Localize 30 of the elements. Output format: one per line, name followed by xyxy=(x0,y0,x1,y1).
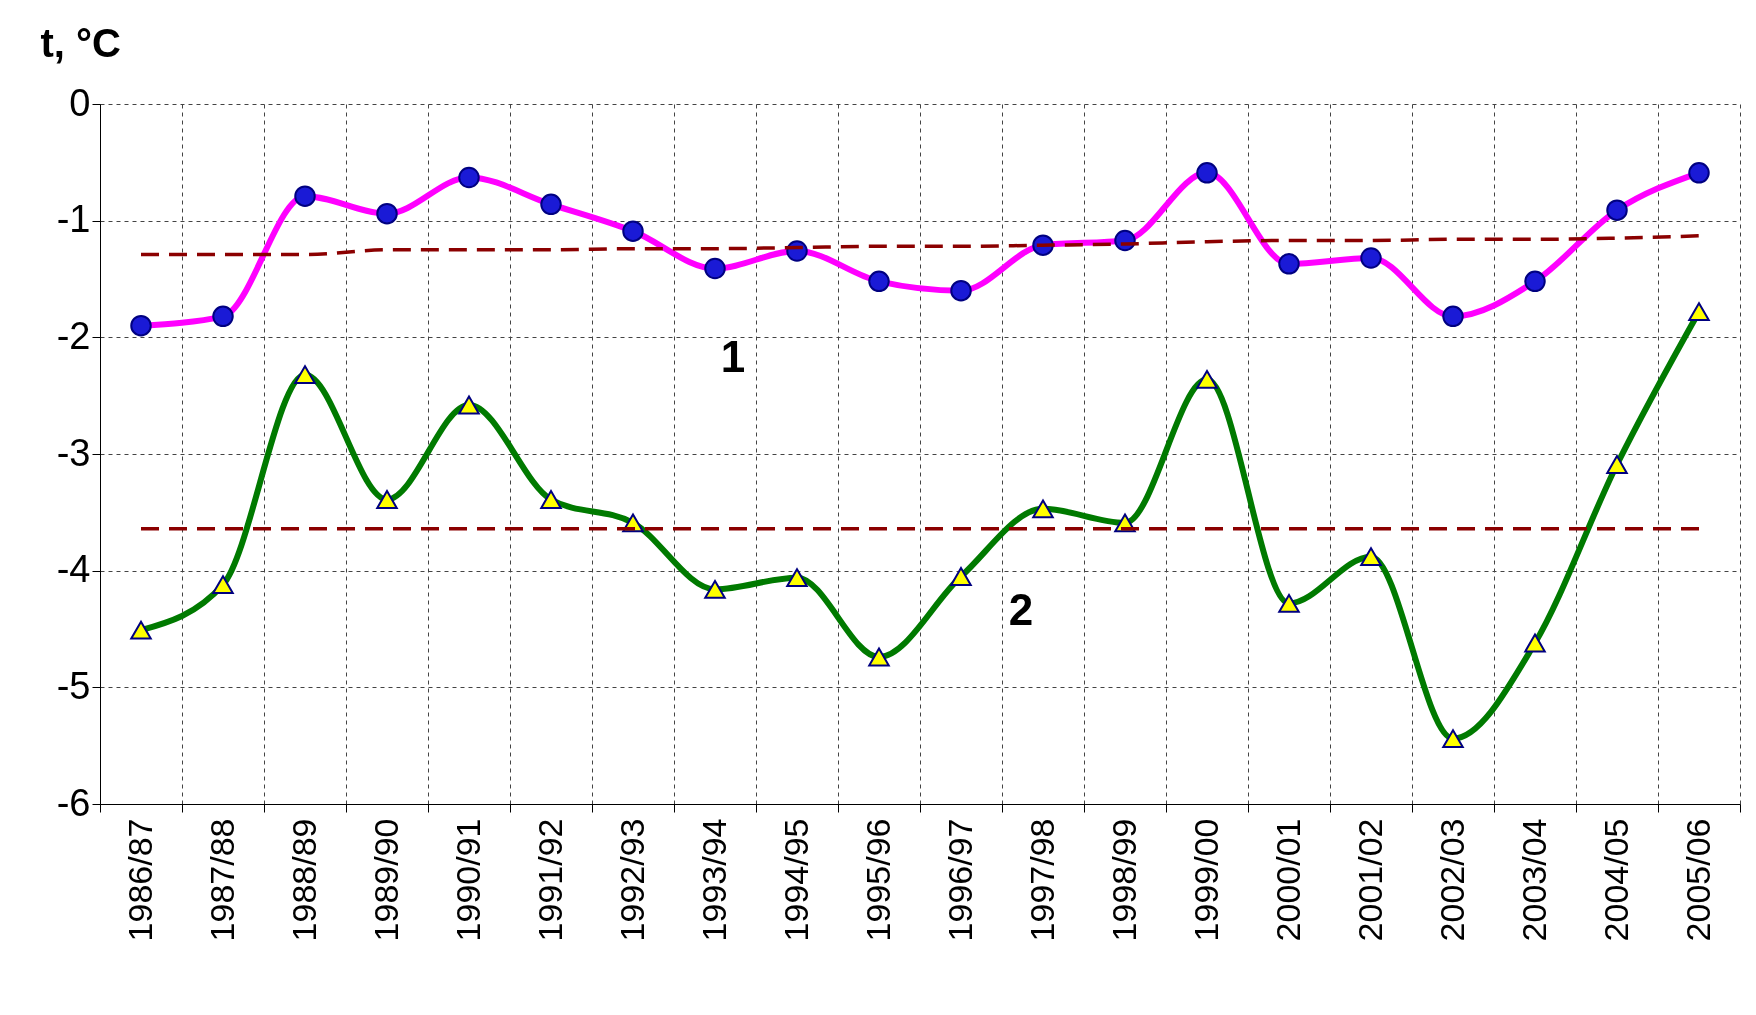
series-label: 1 xyxy=(720,331,746,381)
x-tick-label: 2003/04 xyxy=(1514,818,1553,942)
x-tick-label: 2001/02 xyxy=(1350,818,1389,942)
x-tick-label: 1991/92 xyxy=(530,818,569,942)
y-tick-label: -6 xyxy=(56,781,91,824)
x-tick-label: 1994/95 xyxy=(776,818,815,942)
x-tick-label: 1986/87 xyxy=(120,818,159,942)
x-tick-label: 1990/91 xyxy=(448,818,487,942)
y-axis-title: t, °C xyxy=(40,20,121,65)
x-tick-label: 1995/96 xyxy=(858,818,897,942)
y-tick-label: -3 xyxy=(56,431,91,474)
y-tick-label: -5 xyxy=(56,664,91,707)
x-tick-label: 1997/98 xyxy=(1022,818,1061,942)
y-tick-label: 0 xyxy=(69,81,91,124)
x-tick-label: 1999/00 xyxy=(1186,818,1225,942)
x-tick-label: 1989/90 xyxy=(366,818,405,942)
x-tick-label: 1992/93 xyxy=(612,818,651,942)
x-tick-label: 1996/97 xyxy=(940,818,979,942)
x-tick-label: 2000/01 xyxy=(1268,818,1307,942)
y-tick-label: -2 xyxy=(56,314,91,357)
series-label: 2 xyxy=(1008,584,1034,634)
x-tick-label: 2005/06 xyxy=(1678,818,1717,942)
y-tick-label: -1 xyxy=(56,198,91,241)
x-tick-label: 1988/89 xyxy=(284,818,323,942)
y-tick-label: -4 xyxy=(56,548,91,591)
x-tick-label: 1987/88 xyxy=(202,818,241,942)
x-tick-label: 1993/94 xyxy=(694,818,733,942)
x-tick-label: 2002/03 xyxy=(1432,818,1471,942)
x-tick-label: 2004/05 xyxy=(1596,818,1635,942)
x-tick-label: 1998/99 xyxy=(1104,818,1143,942)
